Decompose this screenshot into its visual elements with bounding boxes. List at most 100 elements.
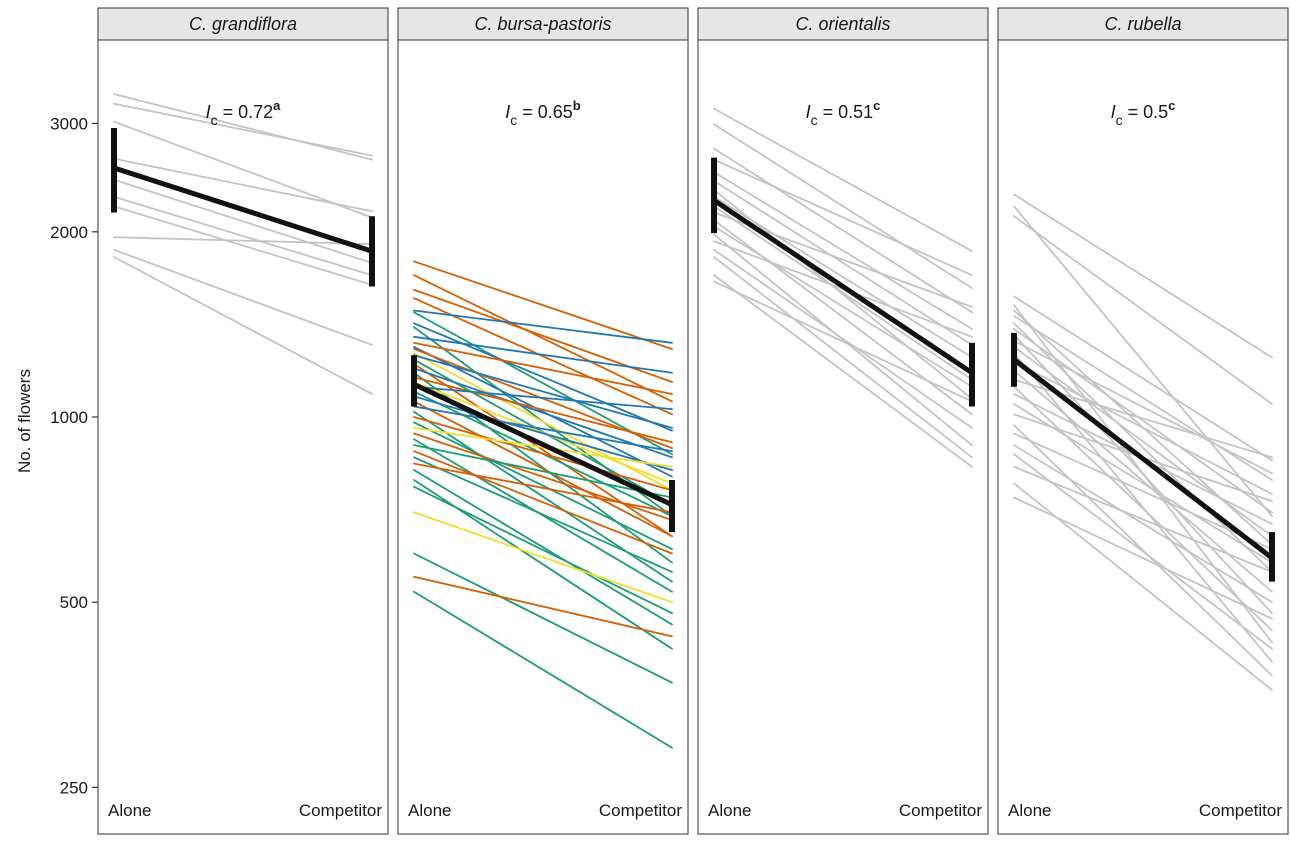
y-tick-label: 1000 [50, 408, 88, 427]
individual-line [413, 376, 673, 444]
panel-title: C. bursa-pastoris [474, 14, 611, 34]
individual-line [1013, 339, 1273, 475]
panel-frame [997, 39, 1289, 835]
competition-index-label: Ic = 0.51c [806, 98, 881, 128]
individual-line [1013, 346, 1273, 538]
individual-line [1013, 328, 1273, 514]
individual-line [1013, 465, 1273, 573]
individual-line [413, 421, 673, 550]
individual-line [413, 575, 673, 638]
individual-line [1013, 205, 1273, 518]
individual-line [413, 462, 673, 514]
panel-frame [97, 39, 389, 835]
strip-background [97, 7, 389, 41]
competition-index-label: Ic = 0.5c [1111, 98, 1176, 128]
mean-line [412, 382, 674, 508]
individual-lines [713, 107, 973, 468]
y-axis: 250 500 1000 2000 3000 [50, 114, 98, 797]
individual-line [113, 93, 373, 161]
individual-line [713, 225, 973, 388]
individual-line [713, 188, 973, 400]
x-label-alone: Alone [108, 801, 151, 820]
x-label-alone: Alone [1008, 801, 1051, 820]
competition-index-label: Ic = 0.65b [505, 98, 581, 128]
individual-line [1013, 453, 1273, 650]
individual-line [113, 102, 373, 157]
panel-title: C. grandiflora [189, 14, 297, 34]
individual-line [1013, 314, 1273, 481]
individual-line [713, 280, 973, 403]
individual-line [113, 157, 373, 213]
x-label-competitor: Competitor [299, 801, 382, 820]
individual-lines [1013, 193, 1273, 691]
strip-background [697, 7, 989, 41]
individual-lines [113, 93, 373, 395]
individual-line [413, 456, 673, 573]
individual-line [413, 341, 673, 395]
facet-panel: C. bursa-pastoris Ic = 0.65b Alone Competit… [397, 7, 689, 835]
x-label-alone: Alone [708, 801, 751, 820]
individual-line [413, 400, 673, 538]
individual-line [713, 179, 973, 346]
individual-line [713, 195, 973, 359]
facet-panel: C. grandiflora Ic = 0.72a Alone Competitor [97, 7, 389, 835]
y-tick-label: 250 [60, 778, 88, 797]
individual-line [113, 178, 373, 264]
individual-line [413, 297, 673, 416]
individual-line [413, 405, 673, 453]
competition-index-label: Ic = 0.72a [206, 98, 282, 128]
y-tick-label: 3000 [50, 114, 88, 133]
panel-frame [697, 39, 989, 835]
x-label-competitor: Competitor [1199, 801, 1282, 820]
y-tick-label: 2000 [50, 223, 88, 242]
individual-line [1013, 215, 1273, 405]
individual-line [413, 395, 673, 471]
individual-line [413, 469, 673, 626]
individual-line [713, 123, 973, 290]
individual-line [413, 485, 673, 615]
individual-line [413, 346, 673, 478]
individual-line [413, 432, 673, 521]
individual-line [713, 256, 973, 459]
individual-line [413, 450, 673, 555]
mean-line [113, 165, 373, 254]
individual-lines [413, 260, 673, 749]
individual-line [713, 248, 973, 429]
individual-line [713, 274, 973, 468]
individual-line [413, 511, 673, 604]
individual-line [713, 171, 973, 330]
individual-line [1013, 193, 1273, 359]
strip-background [997, 7, 1289, 41]
individual-line [413, 335, 673, 374]
mean-line [1012, 357, 1274, 560]
individual-line [113, 236, 373, 246]
x-label-competitor: Competitor [599, 801, 682, 820]
individual-line [713, 205, 973, 381]
y-tick-label: 500 [60, 593, 88, 612]
individual-line [113, 120, 373, 219]
individual-line [413, 385, 673, 411]
x-label-competitor: Competitor [899, 801, 982, 820]
facet-panel: C. orientalis Ic = 0.51c Alone Competitor [697, 7, 989, 835]
individual-line [1013, 432, 1273, 550]
individual-line [413, 309, 673, 344]
individual-line [413, 362, 673, 538]
individual-line [413, 367, 673, 459]
individual-line [1013, 444, 1273, 604]
facet-panel: C. rubella Ic = 0.5c Alone Competitor [997, 7, 1289, 835]
individual-line [713, 158, 973, 277]
individual-line [413, 552, 673, 684]
individual-line [113, 195, 373, 277]
individual-line [413, 352, 673, 492]
x-label-alone: Alone [408, 801, 451, 820]
individual-line [713, 107, 973, 253]
strip-background [397, 7, 689, 41]
panel-title: C. orientalis [795, 14, 890, 34]
individual-line [1013, 424, 1273, 677]
mean-line [712, 198, 974, 375]
individual-line [1013, 333, 1273, 615]
y-axis-title: No. of flowers [15, 369, 34, 473]
individual-line [713, 147, 973, 314]
